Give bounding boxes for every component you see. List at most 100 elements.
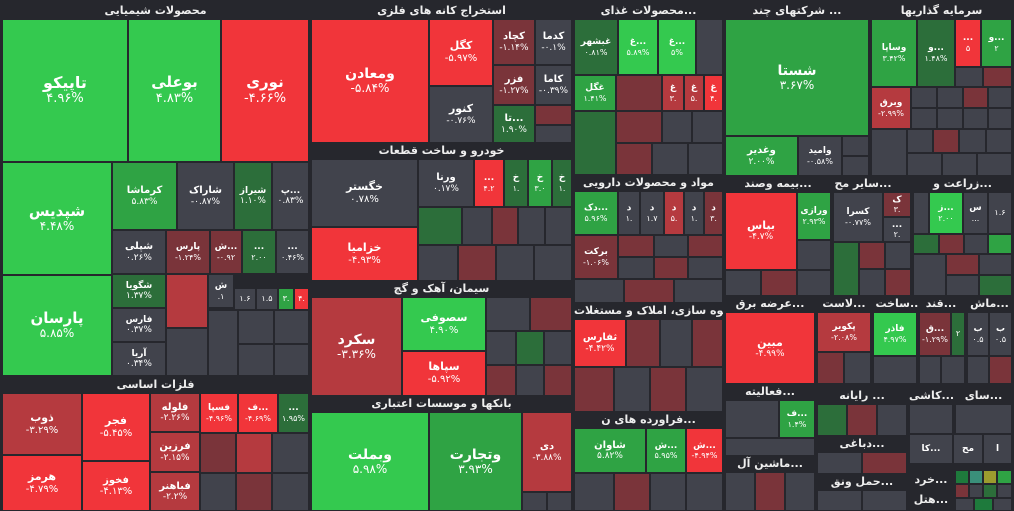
tile-ph-f[interactable]: د ۳.: [704, 191, 723, 235]
tile-inv-x16[interactable]: [907, 153, 942, 176]
tile-ph-d[interactable]: د ۵.: [664, 191, 684, 235]
tile-di[interactable]: دی -۳.۸۸%: [522, 412, 572, 492]
tile-fazar2[interactable]: فاذر ۴.۹۷%: [873, 312, 917, 356]
tile-ag-a[interactable]: ز... ۲.۰۰: [929, 192, 963, 234]
tile-vrazi[interactable]: ورازی ۲.۹۳%: [797, 192, 831, 240]
tile-p-chem[interactable]: پ... ۰.۸۳%: [272, 162, 309, 230]
tile-ph-x7[interactable]: [574, 279, 624, 303]
tile-om-c[interactable]: ... ۲.: [883, 217, 911, 242]
tile-inv-x6[interactable]: [988, 87, 1012, 108]
sector-header-other[interactable]: سای...: [955, 388, 1012, 404]
tile-chem-m[interactable]: [238, 344, 274, 376]
tile-chem-k[interactable]: [238, 310, 274, 344]
tile-active-a[interactable]: ف... ۱.۴%: [779, 400, 815, 438]
tile-auto-x7[interactable]: [458, 245, 496, 281]
tile-fjar[interactable]: فجر -۵.۴۵%: [82, 393, 150, 461]
tile-fsepa[interactable]: فسپا -۴.۹۶%: [200, 393, 238, 433]
tile-metal-x1[interactable]: [200, 433, 236, 473]
tile-sofoghi[interactable]: سصوفی ۴.۹۰%: [402, 297, 486, 351]
tile-re-x3[interactable]: [692, 319, 723, 367]
tile-liv-x1[interactable]: [817, 452, 862, 474]
tile-shgoya[interactable]: شگویا ۱.۳۷%: [112, 274, 166, 308]
tile-bpas[interactable]: بپاس -۴.۷%: [725, 192, 797, 270]
tile-frazin[interactable]: فرزین -۲.۱۵%: [150, 432, 200, 472]
tile-pars[interactable]: پارس -۱.۲۴%: [166, 230, 210, 274]
tile-fazar[interactable]: فزر -۱.۲۷%: [493, 65, 535, 105]
tile-mine-x1[interactable]: [535, 105, 572, 125]
tile-gh-b[interactable]: غ... ۵%: [658, 19, 696, 75]
tile-inv-x17[interactable]: [942, 153, 977, 176]
tile-vtejarat[interactable]: وتجارت ۳.۹۳%: [429, 412, 522, 511]
tile-bank-x2[interactable]: [547, 492, 572, 511]
tile-metal-x3[interactable]: [272, 433, 309, 473]
tile-kchad[interactable]: کچاد -۱.۱۴%: [493, 19, 535, 65]
sector-header-cement[interactable]: سیمان، آهک و گچ: [311, 281, 572, 297]
tile-kdama[interactable]: کدما -۰.۱%: [535, 19, 572, 65]
tile-inv-x9[interactable]: [963, 108, 988, 129]
tile-chem-h[interactable]: [166, 274, 208, 328]
tile-ins-x1[interactable]: [797, 240, 831, 270]
tile-varna[interactable]: ورنا ۰.۱۷%: [418, 159, 474, 207]
tile-auto-f[interactable]: خ ۱.: [552, 159, 572, 207]
tile-misc-x2[interactable]: [844, 352, 871, 384]
sector-header-sugar[interactable]: قند...: [919, 296, 963, 312]
tile-sekord[interactable]: سکرد -۳.۳۶%: [311, 297, 402, 396]
tile-shiraz[interactable]: شیراز ۱.۱۰%: [234, 162, 272, 230]
tile-food-x8[interactable]: [688, 143, 723, 175]
tile-food-x5[interactable]: [692, 111, 723, 143]
sector-header-construction[interactable]: ساخت...: [873, 296, 925, 312]
tile-auto-x5[interactable]: [545, 207, 572, 245]
sector-header-realestate[interactable]: انبوه سازی، املاک و مستغلات: [574, 303, 723, 319]
tile-re-x2[interactable]: [660, 319, 692, 367]
tile-ph-x5[interactable]: [654, 257, 688, 279]
tile-f-a[interactable]: ف... -۴.۶۹%: [238, 393, 278, 433]
tile-food-x3[interactable]: [616, 111, 662, 143]
tile-cem-x8[interactable]: [544, 365, 572, 396]
tile-sm-x3[interactable]: [983, 470, 997, 484]
sector-header-supply[interactable]: عرضه برق...: [725, 296, 815, 312]
tile-metal-x6[interactable]: [272, 473, 309, 511]
tile-liv-x2[interactable]: [862, 452, 907, 474]
tile-inv-x13[interactable]: [933, 129, 959, 153]
tile-con-x1[interactable]: [873, 356, 917, 384]
tile-fkhouz[interactable]: فخوز -۴.۱۳%: [82, 461, 150, 511]
tile-ag-x7[interactable]: [946, 254, 979, 275]
tile-sesfahan[interactable]: ثفارس -۴.۴۲%: [574, 319, 626, 367]
tile-fbahonar[interactable]: فباهنر -۲.۲%: [150, 472, 200, 511]
sector-header-banks[interactable]: بانکها و موسسات اعتباری: [311, 396, 572, 412]
tile-re-x6[interactable]: [650, 367, 686, 412]
tile-om-x5[interactable]: [885, 269, 911, 296]
tile-chem-f[interactable]: ۳.: [278, 288, 294, 310]
tile-om-x4[interactable]: [859, 269, 885, 296]
tile-ph-e[interactable]: د ۱.: [684, 191, 704, 235]
tile-comp-x2[interactable]: [847, 404, 877, 436]
tile-act-x1[interactable]: [725, 400, 779, 438]
tile-cem-x5[interactable]: [544, 331, 572, 365]
tile-ko[interactable]: کا...: [909, 434, 953, 464]
tile-el-x3[interactable]: [785, 472, 815, 511]
tile-food-x0[interactable]: [696, 19, 723, 75]
tile-sh-d[interactable]: ش... -۴.۹۴%: [686, 428, 723, 473]
sector-header-multi[interactable]: شرکتهای چند ...: [725, 3, 869, 19]
tile-kermasha[interactable]: کرماشا ۵.۸۳%: [112, 162, 177, 230]
tile-inv-x1[interactable]: [955, 67, 983, 87]
sector-header-pharma[interactable]: مواد و محصولات دارویی: [574, 175, 723, 191]
tile-ag-x3[interactable]: [939, 234, 964, 254]
tile-tapiko[interactable]: تاپیکو ۴.۹۶%: [2, 19, 128, 162]
sector-header-insurance[interactable]: بیمه وصند...: [725, 176, 831, 192]
tile-sepaha[interactable]: سپاها -۵.۹۲%: [402, 351, 486, 396]
tile-ph-b[interactable]: د ۱.: [618, 191, 640, 235]
tile-oil-x2[interactable]: [614, 473, 650, 511]
tile-sm-x6[interactable]: [969, 484, 983, 498]
tile-mh[interactable]: مح: [953, 434, 983, 464]
tile-om-x1[interactable]: [833, 242, 859, 296]
tile-sm-x8[interactable]: [997, 484, 1012, 498]
tile-ph-x8[interactable]: [624, 279, 674, 303]
tile-inv-x8[interactable]: [937, 108, 963, 129]
tile-sug-x1[interactable]: [919, 356, 941, 384]
tile-chem-d[interactable]: ۱.۶: [234, 288, 256, 310]
tile-kama[interactable]: کاما -۰.۳۹%: [535, 65, 572, 105]
tile-inv-d[interactable]: و... ۲: [981, 19, 1012, 67]
tile-chem-n[interactable]: [274, 344, 309, 376]
tile-shepli[interactable]: شپلی ۰.۲۶%: [112, 230, 166, 274]
